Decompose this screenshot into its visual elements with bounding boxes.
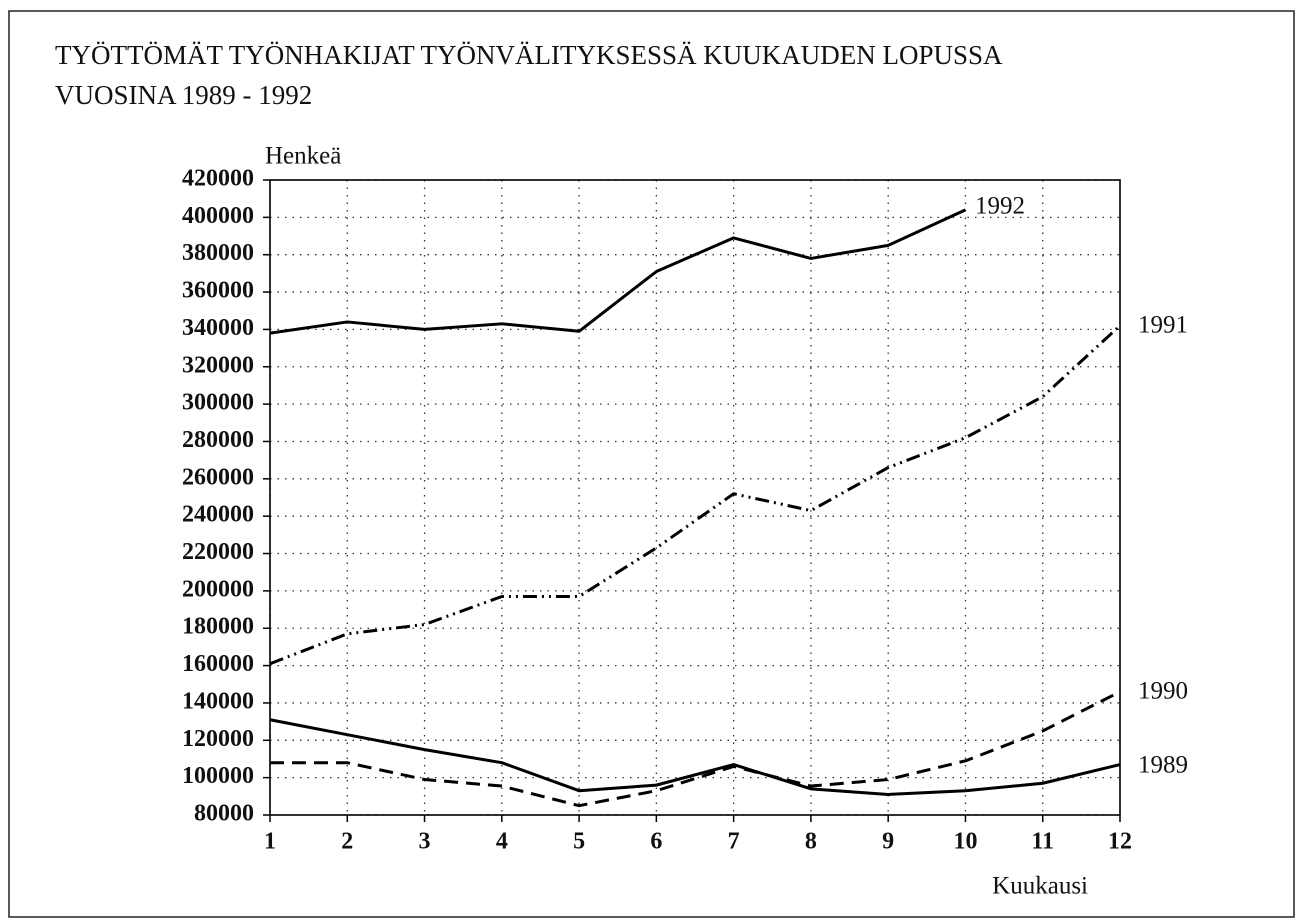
series-line: [269, 718, 1121, 796]
chart-title: VUOSINA 1989 - 1992: [55, 80, 312, 110]
y-tick-label: 380000: [182, 240, 254, 266]
frame: [8, 10, 1295, 918]
series-line: [270, 690, 1121, 808]
y-tick-label: 160000: [182, 651, 254, 677]
x-tick-label: 1: [264, 829, 276, 855]
y-tick-label: 320000: [182, 352, 254, 378]
x-tick-label: 3: [419, 829, 431, 855]
x-tick-label: 12: [1108, 829, 1132, 855]
x-tick-label: 4: [496, 829, 508, 855]
series-label: 1992: [975, 193, 1025, 220]
y-tick-label: 260000: [182, 464, 254, 490]
series-line: [269, 324, 1122, 666]
series-label: 1989: [1138, 752, 1188, 779]
x-tick-label: 8: [805, 829, 817, 855]
y-tick-label: 80000: [194, 801, 254, 827]
y-tick-label: 420000: [182, 166, 254, 192]
y-tick-label: 200000: [182, 576, 254, 602]
y-tick-label: 340000: [182, 315, 254, 341]
series-label: 1990: [1138, 678, 1188, 705]
y-tick-label: 400000: [182, 203, 254, 229]
y-tick-label: 100000: [182, 763, 254, 789]
y-tick-label: 220000: [182, 539, 254, 565]
plot-frame: [269, 179, 1121, 816]
y-tick-label: 360000: [182, 278, 254, 304]
y-tick-label: 280000: [182, 427, 254, 453]
y-tick-label: 240000: [182, 502, 254, 528]
chart-title: TYÖTTÖMÄT TYÖNHAKIJAT TYÖNVÄLITYKSESSÄ K…: [55, 40, 1003, 70]
x-tick-label: 11: [1031, 829, 1054, 855]
x-axis-label: Kuukausi: [992, 873, 1088, 900]
series-label: 1991: [1138, 312, 1188, 339]
x-tick-label: 2: [341, 829, 353, 855]
x-tick-label: 5: [573, 829, 585, 855]
y-tick-label: 140000: [182, 688, 254, 714]
y-tick-label: 300000: [182, 390, 254, 416]
x-tick-label: 9: [882, 829, 894, 855]
x-tick-label: 7: [728, 829, 740, 855]
y-tick-label: 120000: [182, 726, 254, 752]
y-tick-label: 180000: [182, 614, 254, 640]
y-axis-label: Henkeä: [265, 143, 341, 170]
x-tick-label: 6: [650, 829, 662, 855]
series-line: [269, 208, 967, 335]
x-tick-label: 10: [953, 829, 977, 855]
